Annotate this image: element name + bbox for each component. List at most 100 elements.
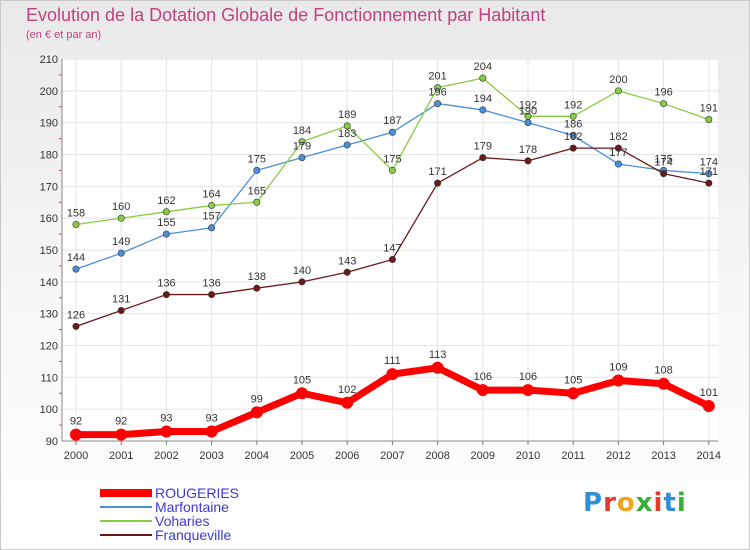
proxiti-logo: Proxiti <box>583 488 687 518</box>
logo-letter: i <box>653 488 664 518</box>
data-label-marfontaine: 183 <box>338 128 356 140</box>
data-point-rougeries <box>296 387 308 400</box>
data-point-rougeries <box>70 428 82 441</box>
data-point-franqueville <box>208 291 216 299</box>
data-point-franqueville <box>253 284 261 292</box>
data-point-voharies <box>162 208 170 216</box>
data-label-franqueville: 178 <box>519 144 537 156</box>
x-tick-label: 2000 <box>64 450 88 462</box>
legend-swatch-voharies <box>100 520 152 522</box>
series-lines <box>70 74 715 441</box>
data-label-rougeries: 109 <box>609 362 627 374</box>
chart-title: Evolution de la Dotation Globale de Fonc… <box>26 5 546 25</box>
data-label-voharies: 175 <box>383 153 401 165</box>
data-label-rougeries: 106 <box>474 371 492 383</box>
data-label-marfontaine: 179 <box>293 141 311 153</box>
x-tick-label: 2008 <box>425 450 449 462</box>
data-label-voharies: 201 <box>428 71 446 83</box>
data-label-franqueville: 182 <box>564 131 582 143</box>
data-point-franqueville <box>524 157 532 165</box>
data-point-rougeries <box>386 368 399 381</box>
data-point-marfontaine <box>208 224 216 232</box>
data-label-voharies: 204 <box>474 61 492 73</box>
data-point-marfontaine <box>434 100 442 108</box>
data-label-marfontaine: 194 <box>474 93 492 105</box>
data-label-marfontaine: 149 <box>112 236 130 248</box>
data-label-marfontaine: 175 <box>654 153 672 165</box>
y-tick-label: 180 <box>40 150 58 162</box>
data-label-rougeries: 108 <box>654 365 672 377</box>
data-point-franqueville <box>705 179 713 187</box>
data-label-rougeries: 93 <box>205 412 217 424</box>
data-point-rougeries <box>205 425 218 438</box>
data-point-marfontaine <box>524 119 532 127</box>
legend-swatch-rougeries <box>100 489 152 497</box>
data-point-voharies <box>388 166 396 174</box>
x-tick-label: 2012 <box>606 450 630 462</box>
data-label-rougeries: 106 <box>519 371 537 383</box>
data-label-voharies: 189 <box>338 109 356 121</box>
data-label-franqueville: 179 <box>474 141 492 153</box>
data-point-marfontaine <box>298 154 306 162</box>
data-label-franqueville: 138 <box>248 271 266 283</box>
legend-item-marfontaine: Marfontaine <box>100 499 300 515</box>
x-tick-label: 2004 <box>245 450 269 462</box>
data-point-rougeries <box>657 377 670 390</box>
data-label-marfontaine: 186 <box>564 118 582 130</box>
data-label-rougeries: 113 <box>429 349 447 361</box>
data-label-marfontaine: 196 <box>428 87 446 99</box>
data-point-voharies <box>434 84 442 92</box>
data-label-marfontaine: 177 <box>609 147 627 159</box>
data-point-marfontaine <box>614 160 622 168</box>
data-label-voharies: 191 <box>700 102 718 114</box>
data-point-franqueville <box>660 170 668 178</box>
data-label-franqueville: 126 <box>67 309 85 321</box>
legend-label-voharies: Voharies <box>155 513 210 529</box>
x-tick-label: 2011 <box>561 450 585 462</box>
data-label-voharies: 192 <box>519 99 537 111</box>
data-label-franqueville: 171 <box>428 166 446 178</box>
data-point-voharies <box>479 74 487 82</box>
data-point-rougeries <box>160 425 173 438</box>
data-label-marfontaine: 175 <box>248 153 266 165</box>
data-label-franqueville: 143 <box>338 255 356 267</box>
data-point-franqueville <box>117 306 125 314</box>
data-label-rougeries: 105 <box>564 374 582 386</box>
data-point-voharies <box>705 115 713 123</box>
y-tick-label: 140 <box>40 277 58 289</box>
data-point-franqueville <box>614 144 622 152</box>
x-tick-label: 2013 <box>651 450 675 462</box>
data-point-voharies <box>298 138 306 146</box>
x-tick-label: 2003 <box>199 450 223 462</box>
data-point-marfontaine <box>162 230 170 238</box>
logo-letter: x <box>635 488 654 518</box>
data-point-marfontaine <box>569 131 577 139</box>
data-point-marfontaine <box>117 249 125 257</box>
data-label-franqueville: 136 <box>157 278 175 290</box>
legend-item-voharies: Voharies <box>100 513 300 529</box>
y-tick-label: 160 <box>40 213 58 225</box>
x-tick-label: 2010 <box>516 450 540 462</box>
data-label-franqueville: 140 <box>293 265 311 277</box>
data-label-franqueville: 136 <box>202 278 220 290</box>
data-label-marfontaine: 187 <box>383 115 401 127</box>
data-label-rougeries: 99 <box>251 393 263 405</box>
data-point-rougeries <box>702 399 715 412</box>
data-label-voharies: 196 <box>654 87 672 99</box>
data-label-marfontaine: 174 <box>700 157 718 169</box>
data-point-marfontaine <box>479 106 487 114</box>
data-labels: 144 149 155 157 175 179 183 187 196 194 190 186 177 1… <box>67 61 718 428</box>
data-point-rougeries <box>341 396 354 409</box>
data-point-franqueville <box>388 256 396 264</box>
legend: ROUGERIES Marfontaine Voharies Franquevi… <box>100 485 300 543</box>
data-label-voharies: 162 <box>157 195 175 207</box>
data-point-voharies <box>72 221 80 229</box>
y-tick-label: 90 <box>46 436 58 448</box>
data-point-voharies <box>208 201 216 209</box>
x-tick-label: 2007 <box>380 450 404 462</box>
chart-subtitle: (en € et par an) <box>26 29 102 41</box>
data-label-marfontaine: 155 <box>157 217 175 229</box>
data-point-voharies <box>614 87 622 95</box>
x-tick-label: 2005 <box>290 450 314 462</box>
